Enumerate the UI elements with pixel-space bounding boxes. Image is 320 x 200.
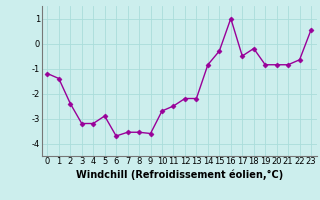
- X-axis label: Windchill (Refroidissement éolien,°C): Windchill (Refroidissement éolien,°C): [76, 169, 283, 180]
